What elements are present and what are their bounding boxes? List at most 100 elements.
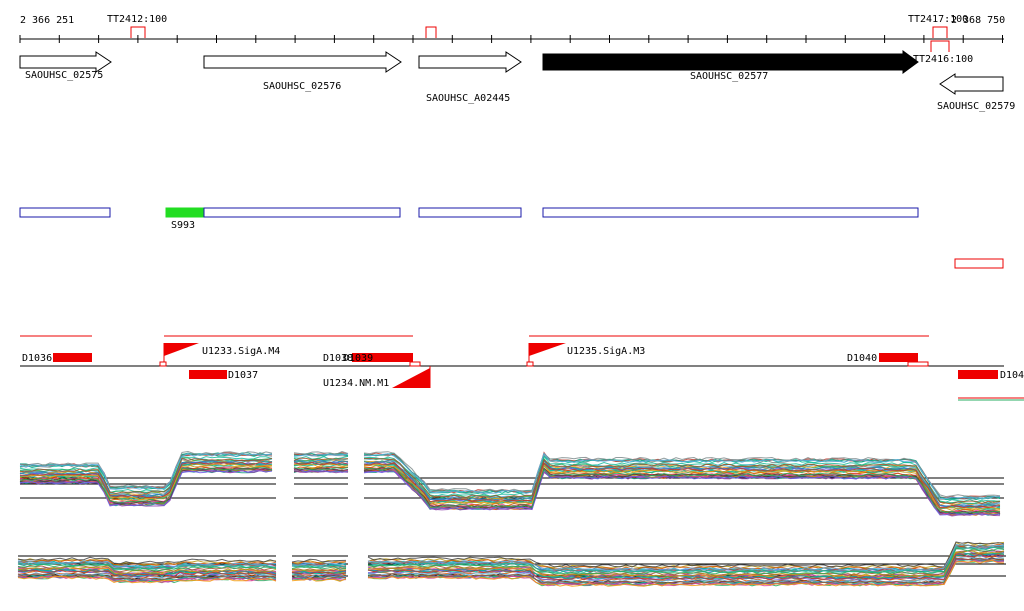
- motif-triangle[interactable]: [392, 368, 430, 388]
- expression-curve: [291, 560, 347, 565]
- gene-arrow[interactable]: SAOUHSC_A02445: [418, 51, 522, 104]
- expression-curve: [363, 459, 1001, 506]
- expression-curve: [19, 453, 273, 490]
- expression-curve: [293, 453, 349, 457]
- expression-panel-lower: [17, 541, 1006, 587]
- expression-curve: [17, 556, 277, 565]
- coordinate-ruler: 2 366 251 2 368 750 TT2412:100 TT2417:10…: [19, 14, 1005, 65]
- expression-curve: [363, 463, 1001, 510]
- feature-label: D1041: [1000, 370, 1024, 381]
- gene-arrow[interactable]: SAOUHSC_02575: [19, 51, 112, 81]
- terminator-label: TT2416:100: [913, 54, 973, 65]
- red-region-box[interactable]: [954, 258, 1004, 269]
- expression-curve: [293, 450, 349, 455]
- feature-label: D1040: [847, 353, 877, 364]
- expression-curve: [17, 561, 277, 570]
- expression-curve: [17, 560, 277, 568]
- motif-label: U1234.NM.M1: [323, 378, 389, 389]
- motif-label: U1235.SigA.M3: [567, 346, 645, 357]
- gene-label: SAOUHSC_02579: [937, 101, 1015, 112]
- terminator-marker[interactable]: [930, 40, 950, 52]
- ruler-end-label: 2 368 750: [951, 15, 1005, 26]
- feature-label: D1037: [228, 370, 258, 381]
- expression-curve: [291, 568, 347, 572]
- ruler-start-label: 2 366 251: [20, 15, 74, 26]
- orf-box[interactable]: [19, 207, 111, 218]
- expression-curve: [293, 457, 349, 461]
- expression-curve: [17, 575, 277, 584]
- expression-curve: [291, 559, 347, 564]
- expression-curve: [19, 452, 273, 489]
- expression-curve: [367, 547, 1005, 575]
- gene-label: SAOUHSC_02577: [690, 71, 768, 82]
- expression-curve: [19, 467, 273, 504]
- orf-box[interactable]: [203, 207, 401, 218]
- feature-block[interactable]: [352, 353, 413, 362]
- gene-label: SAOUHSC_A02445: [426, 93, 510, 104]
- expression-curve: [291, 562, 347, 566]
- gene-arrow-highlighted[interactable]: SAOUHSC_02577: [542, 50, 919, 82]
- expression-curve: [291, 567, 347, 571]
- terminator-label: TT2417:100: [908, 14, 968, 25]
- feature-label: D1038: [323, 353, 353, 364]
- expression-curve: [19, 469, 273, 507]
- expression-curve: [293, 469, 349, 473]
- expression-curve: [293, 470, 349, 474]
- feature-block[interactable]: [879, 353, 918, 362]
- orf-track: S993: [19, 207, 1004, 269]
- expression-curve: [367, 553, 1005, 581]
- expression-curve: [367, 544, 1005, 572]
- feature-block[interactable]: [189, 370, 227, 379]
- orf-box-highlighted[interactable]: [165, 207, 205, 218]
- expression-curve: [293, 461, 349, 466]
- motif-label: U1233.SigA.M4: [202, 346, 280, 357]
- expression-curve: [363, 452, 1001, 499]
- gene-label: SAOUHSC_02575: [25, 70, 103, 81]
- expression-curve: [19, 457, 273, 495]
- expression-curve: [363, 461, 1001, 509]
- expression-curve: [291, 575, 347, 579]
- expression-curve: [367, 557, 1005, 585]
- expression-curve: [367, 544, 1005, 571]
- feature-tick: [526, 361, 534, 367]
- expression-curve: [291, 566, 347, 570]
- motif-triangle[interactable]: [164, 343, 199, 356]
- expression-curve: [368, 544, 1005, 572]
- feature-block[interactable]: [958, 370, 998, 379]
- expression-curve: [363, 455, 1001, 503]
- orf-box[interactable]: [418, 207, 522, 218]
- expression-curve: [19, 467, 273, 504]
- gene-arrow-reverse[interactable]: SAOUHSC_02579: [937, 73, 1015, 112]
- expression-curve: [291, 570, 347, 574]
- gene-arrow[interactable]: SAOUHSC_02576: [203, 51, 402, 92]
- feature-tick: [159, 361, 167, 367]
- expression-curve: [291, 577, 347, 582]
- expression-curve: [291, 577, 347, 581]
- terminator-marker[interactable]: [932, 26, 948, 38]
- expression-curve: [367, 543, 1005, 570]
- expression-curve: [367, 541, 1005, 568]
- expression-curve: [364, 458, 1001, 505]
- terminator-label: TT2412:100: [107, 14, 167, 25]
- gene-label: SAOUHSC_02576: [263, 81, 341, 92]
- expression-curve: [367, 550, 1005, 577]
- expression-curve: [291, 558, 347, 563]
- terminator-marker[interactable]: [130, 26, 146, 38]
- orf-box[interactable]: [542, 207, 919, 218]
- terminator-marker[interactable]: [425, 26, 437, 38]
- feature-block[interactable]: [53, 353, 92, 362]
- expression-curve: [17, 563, 277, 572]
- feature-label: D1036: [22, 353, 52, 364]
- gene-track: SAOUHSC_02575 SAOUHSC_02576 SAOUHSC_A024…: [19, 50, 1015, 112]
- expression-panel-upper: [19, 450, 1004, 517]
- expression-curve: [19, 457, 273, 494]
- motif-triangle[interactable]: [529, 343, 566, 356]
- expression-curve: [17, 566, 277, 575]
- feature-tick: [409, 361, 421, 367]
- expression-curve: [363, 457, 1001, 505]
- ruler-ticks: [19, 35, 1003, 43]
- expression-curve: [19, 461, 273, 499]
- expression-curve: [367, 559, 1005, 587]
- expression-curve: [17, 575, 277, 583]
